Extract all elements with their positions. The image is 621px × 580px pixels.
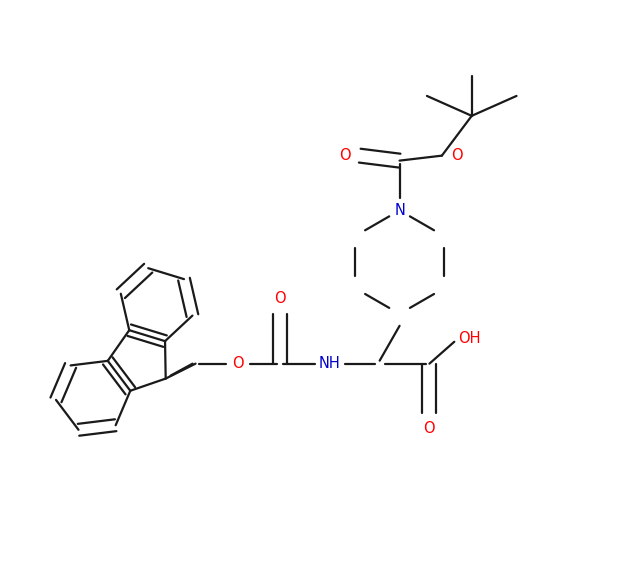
Text: O: O <box>451 148 463 163</box>
Text: NH: NH <box>319 356 341 371</box>
Text: O: O <box>424 421 435 436</box>
Text: O: O <box>274 292 286 306</box>
Text: OH: OH <box>458 331 481 346</box>
Text: O: O <box>339 148 351 163</box>
Text: O: O <box>232 356 243 371</box>
Text: N: N <box>394 203 405 218</box>
